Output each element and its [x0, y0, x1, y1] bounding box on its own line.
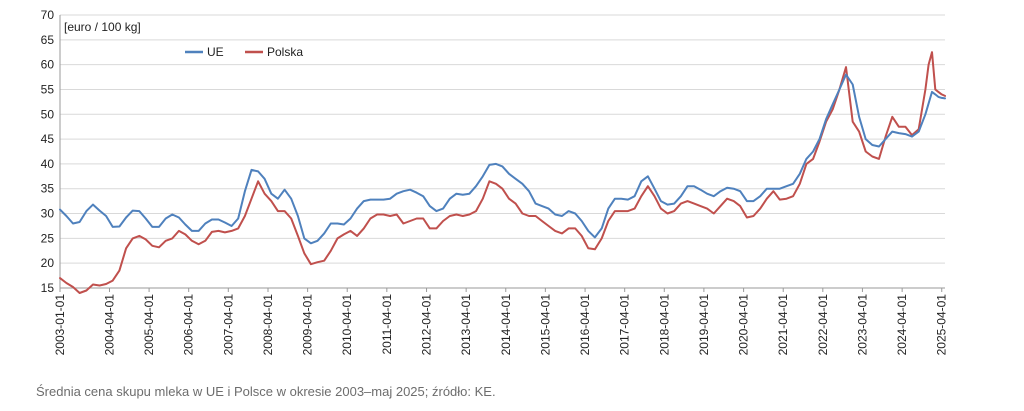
y-tick-label: 15 — [41, 281, 55, 295]
x-tick-label: 2019-04-01 — [697, 294, 711, 356]
y-tick-label: 50 — [41, 107, 55, 121]
y-tick-label: 70 — [41, 8, 55, 22]
x-tick-label: 2020-04-01 — [737, 294, 751, 356]
x-tick-label: 2003-01-01 — [53, 294, 67, 356]
x-tick-label: 2015-04-01 — [538, 294, 552, 356]
x-tick-label: 2014-04-01 — [499, 294, 513, 356]
legend-label: UE — [207, 45, 224, 59]
x-tick-label: 2018-04-01 — [657, 294, 671, 356]
x-tick-label: 2017-04-01 — [618, 294, 632, 356]
y-tick-label: 20 — [41, 256, 55, 270]
x-tick-label: 2016-04-01 — [578, 294, 592, 356]
y-axis: 15 20 25 30 35 40 45 50 55 60 65 70 — [41, 8, 61, 295]
y-tick-label: 30 — [41, 207, 55, 221]
y-tick-label: 65 — [41, 33, 55, 47]
x-tick-label: 2007-04-01 — [221, 294, 235, 356]
price-line-chart: 15 20 25 30 35 40 45 50 55 60 65 70 2003-01-01 2004-… — [41, 8, 949, 356]
y-tick-label: 35 — [41, 182, 55, 196]
x-tick-label: 2009-04-01 — [301, 294, 315, 356]
x-tick-label: 2022-04-01 — [816, 294, 830, 356]
y-tick-label: 55 — [41, 82, 55, 96]
x-tick-label: 2021-04-01 — [776, 294, 790, 356]
x-tick-label: 2024-04-01 — [895, 294, 909, 356]
x-tick-label: 2005-04-01 — [142, 294, 156, 356]
x-tick-label: 2012-04-01 — [420, 294, 434, 356]
x-tick-label: 2023-04-01 — [855, 294, 869, 356]
x-tick-label: 2010-04-01 — [340, 294, 354, 356]
y-tick-label: 40 — [41, 157, 55, 171]
y-tick-label: 60 — [41, 58, 55, 72]
series-line-ue — [59, 73, 946, 245]
series-group — [59, 51, 946, 294]
legend: UE Polska — [185, 45, 303, 59]
x-tick-label: 2025-04-01 — [935, 294, 949, 356]
legend-label: Polska — [267, 45, 303, 59]
unit-label: [euro / 100 kg] — [64, 20, 141, 34]
x-tick-label: 2008-04-01 — [261, 294, 275, 356]
y-tick-label: 25 — [41, 231, 55, 245]
x-tick-label: 2006-04-01 — [182, 294, 196, 356]
y-tick-label: 45 — [41, 132, 55, 146]
x-tick-label: 2004-04-01 — [102, 294, 116, 356]
figure-caption: Średnia cena skupu mleka w UE i Polsce w… — [36, 384, 496, 399]
x-axis: 2003-01-01 2004-04-01 2005-04-01 2006-04-01… — [53, 287, 949, 356]
x-tick-label: 2011-04-01 — [380, 294, 394, 355]
series-line-polska — [59, 51, 946, 294]
x-tick-label: 2013-04-01 — [459, 294, 473, 356]
